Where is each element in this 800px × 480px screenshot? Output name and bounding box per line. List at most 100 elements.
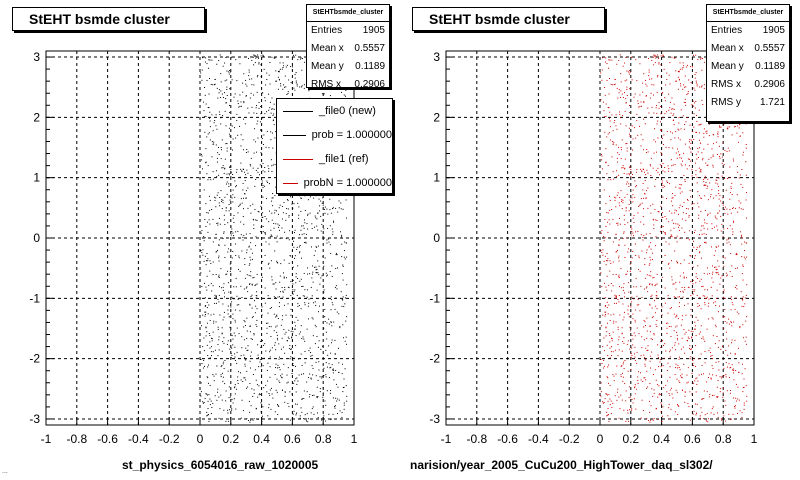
data-point [316, 289, 318, 291]
data-point [346, 395, 348, 397]
data-point [717, 153, 719, 155]
data-point [273, 124, 275, 126]
data-point [705, 420, 707, 422]
data-point [601, 252, 603, 254]
data-point [737, 386, 739, 388]
data-point [618, 255, 620, 257]
data-point [243, 326, 245, 328]
data-point [303, 418, 305, 420]
stats-row: Mean x 0.5557 [711, 43, 785, 54]
data-point [299, 297, 301, 299]
data-point [233, 222, 235, 224]
data-point [303, 242, 305, 244]
data-point [217, 192, 219, 194]
data-point [701, 233, 703, 235]
data-point [245, 287, 247, 289]
data-point [204, 313, 206, 315]
data-point [206, 63, 208, 65]
data-point [249, 263, 251, 265]
data-point [279, 381, 281, 383]
data-point [341, 243, 343, 245]
data-point [729, 225, 731, 227]
data-point [211, 346, 213, 348]
data-point [700, 123, 702, 125]
data-point [662, 55, 664, 57]
data-point [724, 297, 726, 299]
data-point [699, 147, 701, 149]
data-point [278, 366, 280, 368]
data-point [200, 232, 202, 234]
data-point [651, 252, 653, 254]
data-point [600, 232, 602, 234]
data-point [336, 288, 338, 290]
data-point [310, 286, 312, 288]
data-point [245, 152, 247, 154]
data-point [741, 243, 743, 245]
data-point [681, 165, 683, 167]
data-point [330, 419, 332, 421]
data-point [604, 311, 606, 313]
data-point [675, 389, 677, 391]
data-point [688, 287, 690, 289]
data-point [296, 383, 298, 385]
data-point [659, 121, 661, 123]
data-point [249, 256, 251, 258]
data-point [240, 234, 242, 236]
data-point [253, 276, 255, 278]
data-point [232, 318, 234, 320]
data-point [284, 352, 286, 354]
data-point [228, 174, 230, 176]
data-point [232, 402, 234, 404]
data-point [655, 379, 657, 381]
data-point [211, 156, 213, 158]
data-point [717, 173, 719, 175]
data-point [276, 391, 278, 393]
data-point [305, 241, 307, 243]
data-point [343, 404, 345, 406]
data-point [315, 305, 317, 307]
data-point [279, 291, 281, 293]
data-point [653, 152, 655, 154]
data-point [330, 366, 332, 368]
data-point [299, 86, 301, 88]
data-point [715, 272, 717, 274]
data-point [711, 317, 713, 319]
data-point [245, 233, 247, 235]
data-point [283, 276, 285, 278]
data-point [234, 243, 236, 245]
data-point [225, 210, 227, 212]
data-point [635, 277, 637, 279]
data-point [639, 203, 641, 205]
data-point [694, 289, 696, 291]
data-point [632, 402, 634, 404]
data-point [648, 57, 650, 59]
data-point [716, 396, 718, 398]
data-point [688, 216, 690, 218]
data-point [300, 197, 302, 199]
data-point [725, 376, 727, 378]
data-point [695, 282, 697, 284]
data-point [266, 180, 268, 182]
data-point [698, 374, 700, 376]
data-point [677, 262, 679, 264]
data-point [712, 318, 714, 320]
data-point [633, 286, 635, 288]
data-point [653, 55, 655, 57]
data-point [735, 370, 737, 372]
data-point [669, 351, 671, 353]
data-point [670, 326, 672, 328]
data-point [735, 254, 737, 256]
data-point [246, 252, 248, 254]
data-point [210, 412, 212, 414]
data-point [679, 192, 681, 194]
data-point [651, 283, 653, 285]
data-point [648, 246, 650, 248]
data-point [631, 398, 633, 400]
data-point [738, 362, 740, 364]
data-point [245, 95, 247, 97]
y-tick-label: -1 [429, 291, 440, 305]
data-point [692, 131, 694, 133]
data-point [298, 333, 300, 335]
data-point [227, 420, 229, 422]
data-point [242, 410, 244, 412]
